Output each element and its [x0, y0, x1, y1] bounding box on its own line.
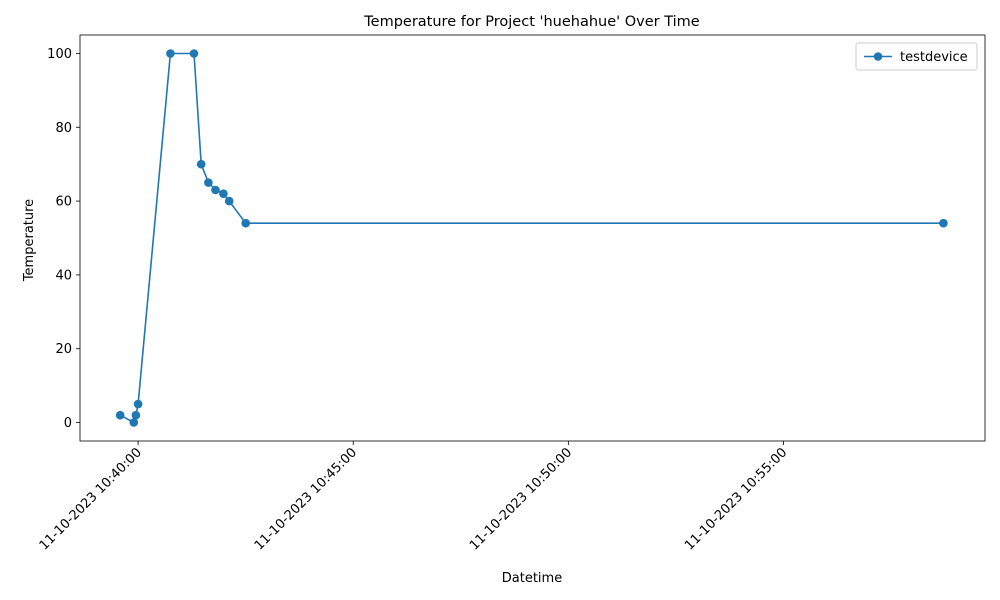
data-point	[131, 410, 141, 420]
data-point	[189, 49, 199, 58]
data-point	[166, 49, 175, 58]
y-tick-label: 80	[55, 121, 72, 136]
data-point	[211, 185, 220, 195]
y-tick-label: 100	[47, 47, 72, 62]
y-axis-label: Temperature	[22, 199, 37, 282]
data-point	[129, 418, 139, 427]
legend-box	[855, 42, 978, 71]
data-point	[241, 218, 250, 228]
legend-marker	[873, 52, 883, 61]
data-point	[196, 159, 206, 169]
y-tick-label: 0	[64, 416, 72, 431]
data-point	[224, 196, 234, 206]
axes-frame	[79, 34, 986, 442]
y-tick-label: 20	[55, 342, 72, 357]
data-point	[219, 189, 228, 198]
data-point	[939, 218, 948, 228]
data-point	[115, 410, 125, 420]
chart-title: Temperature for Project 'huehahue' Over …	[363, 14, 700, 30]
legend-label: testdevice	[900, 50, 968, 65]
x-axis-label: Datetime	[502, 571, 562, 586]
y-tick-label: 60	[55, 195, 72, 210]
data-point	[133, 399, 143, 409]
y-tick-label: 40	[55, 268, 72, 283]
data-point	[204, 178, 213, 187]
